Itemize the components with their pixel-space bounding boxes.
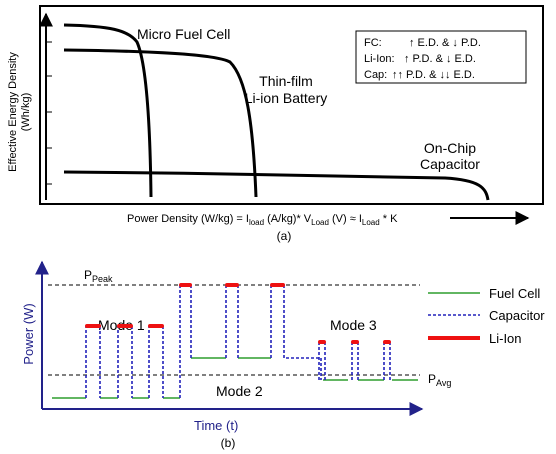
x-label-part-3: (V) ≈ I [329, 213, 362, 225]
panel-a-y-axis-label-line2: (Wh/kg) [20, 93, 32, 132]
fuel-cell-curve-label: Micro Fuel Cell [137, 26, 230, 42]
panel-b-legend: Fuel Cell Capacitor Li-Ion [428, 286, 545, 346]
panel-b-caption: (b) [221, 436, 236, 450]
x-label-sub-3: Load [362, 218, 380, 227]
capacitor-curve-label-line1: On-Chip [424, 140, 476, 156]
x-label-sub-1: load [249, 218, 264, 227]
panel-b-y-axis-label: Power (W) [21, 303, 36, 364]
capacitor-trace [85, 285, 391, 398]
legend-row-cap-text: ↑↑ P.D. & ↓↓ E.D. [392, 69, 475, 81]
liion-trace [85, 283, 391, 344]
x-label-part-4: * K [380, 213, 398, 225]
panel-a: Effective Energy Density (Wh/kg) Micro F… [7, 5, 544, 243]
legend-liion-label: Li-Ion [489, 331, 522, 346]
mode-2-label: Mode 2 [216, 383, 263, 399]
panel-a-frame [39, 5, 544, 205]
panel-b-x-axis-label: Time (t) [194, 418, 238, 433]
legend-capacitor-label: Capacitor [489, 308, 545, 323]
panel-a-x-axis-label: Power Density (W/kg) = Iload (A/kg)* VLo… [127, 213, 398, 227]
capacitor-curve [63, 170, 490, 201]
peak-power-label: PPeak [84, 268, 113, 284]
liion-curve-label-line2: Li-ion Battery [245, 90, 327, 106]
legend-row-cap-key: Cap: [364, 69, 387, 81]
panel-a-y-ticks [46, 41, 52, 185]
legend-row-fc-key: FC: [364, 37, 382, 49]
legend-row-fc-text: ↑ E.D. & ↓ P.D. [409, 37, 481, 49]
capacitor-curve-label-line2: Capacitor [420, 156, 480, 172]
liion-curve [63, 48, 258, 198]
tradeoff-legend-box: FC: ↑ E.D. & ↓ P.D. Li-Ion: ↑ P.D. & ↓ E… [355, 30, 527, 84]
panel-a-caption: (a) [277, 229, 292, 243]
x-label-part-1: Power Density (W/kg) = I [127, 213, 249, 225]
peak-power-label-sub: Peak [92, 274, 113, 284]
panel-b: Power (W) Time (t) PPeak PAvg Mode 1 Mod… [21, 260, 545, 450]
avg-power-label-main: P [428, 372, 436, 386]
avg-power-label-sub: Avg [436, 378, 451, 388]
fuel-cell-curve [63, 23, 153, 198]
legend-row-liion-text: ↑ P.D. & ↓ E.D. [404, 53, 476, 65]
panel-a-y-axis-label-line1: Effective Energy Density [7, 52, 19, 172]
legend-row-liion-key: Li-Ion: [364, 53, 395, 65]
avg-power-label: PAvg [428, 372, 451, 388]
mode-3-label: Mode 3 [330, 317, 377, 333]
x-label-part-2: (A/kg)* V [264, 213, 312, 225]
fuel-cell-trace [52, 357, 418, 399]
legend-fuel-cell-label: Fuel Cell [489, 286, 540, 301]
x-label-sub-2: Load [311, 218, 329, 227]
peak-power-label-main: P [84, 268, 92, 282]
liion-curve-label-line1: Thin-film [259, 73, 313, 89]
